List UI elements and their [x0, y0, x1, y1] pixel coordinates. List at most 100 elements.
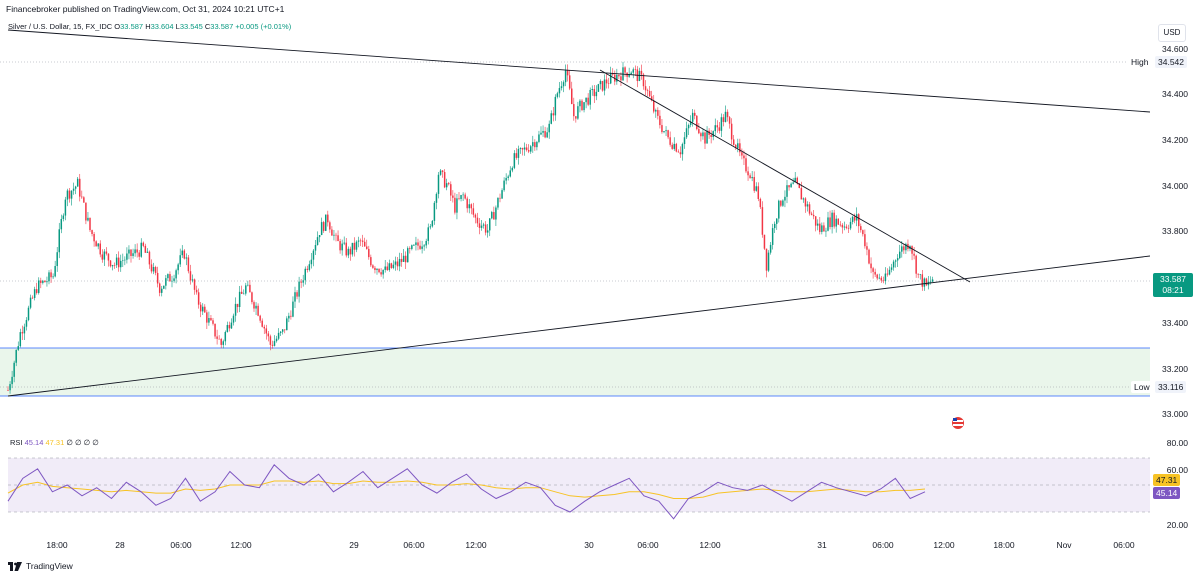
candle-body: [290, 315, 292, 317]
candle-body: [609, 73, 612, 84]
high-value: 33.604: [150, 22, 174, 31]
candle-body: [642, 74, 645, 87]
candle-body: [771, 228, 774, 245]
candle-body: [394, 261, 397, 265]
candle-body: [538, 134, 540, 142]
candle-body: [58, 229, 60, 253]
candle-body: [392, 264, 395, 268]
close-value: 33.587: [210, 22, 234, 31]
candle-body: [894, 260, 897, 262]
flag-us-canton: [953, 418, 957, 421]
candle-body: [429, 226, 432, 228]
price-badge: 33.587 08:21: [1153, 273, 1193, 297]
rsi-legend-ma: 47.31: [45, 438, 65, 447]
time-tick: 12:00: [465, 540, 487, 550]
candle-body: [765, 248, 768, 271]
candle-body: [62, 215, 65, 219]
candle-body: [17, 346, 19, 350]
time-tick: 18:00: [993, 540, 1015, 550]
candle-body: [74, 186, 77, 189]
candle-body: [206, 312, 208, 323]
symbol-title[interactable]: Silver / U.S. Dollar, 15, FX_IDC: [8, 22, 113, 31]
candle-body: [568, 75, 571, 89]
candle-body: [407, 248, 409, 263]
candle-body: [320, 222, 323, 236]
candle-body: [696, 115, 698, 130]
candle-body: [648, 90, 651, 97]
candle-body: [685, 128, 688, 138]
candle-body: [919, 274, 921, 275]
candle-body: [257, 305, 259, 316]
candle-body: [712, 131, 714, 138]
tradingview-footer[interactable]: TradingView: [8, 561, 73, 571]
candle-body: [25, 320, 28, 327]
currency-button[interactable]: USD: [1158, 24, 1186, 42]
candle-body: [616, 74, 618, 82]
candle-body: [318, 235, 321, 238]
candle-body: [52, 276, 54, 278]
candle-body: [790, 183, 792, 188]
price-tick: 33.200: [1162, 364, 1188, 374]
candle-body: [316, 237, 319, 246]
candle-body: [126, 253, 128, 260]
price-badge-value: 33.587: [1160, 274, 1186, 284]
candle-body: [706, 130, 708, 144]
rsi-line: [7, 464, 926, 520]
candle-body: [583, 102, 585, 111]
candle-body: [341, 243, 343, 251]
candle-body: [277, 332, 280, 339]
candle-body: [240, 291, 243, 294]
trendline-upper-long[interactable]: [7, 29, 1150, 113]
candle-body: [843, 226, 846, 228]
candle-body: [753, 177, 755, 191]
candle-body: [140, 242, 142, 257]
candle-body: [806, 204, 809, 207]
candle-body: [419, 245, 421, 249]
time-tick: 12:00: [230, 540, 252, 550]
candle-body: [515, 153, 518, 158]
candle-body: [749, 175, 751, 179]
candle-body: [165, 278, 167, 286]
candle-body: [124, 259, 126, 261]
candle-body: [197, 292, 200, 305]
candle-body: [482, 224, 485, 226]
trendline-descending[interactable]: [599, 69, 971, 283]
candle-body: [173, 278, 175, 281]
candle-body: [191, 279, 194, 281]
close-label: C: [204, 22, 211, 31]
candle-body: [347, 248, 350, 256]
candle-body: [42, 280, 44, 283]
candle-body: [825, 230, 827, 232]
candle-body: [763, 234, 766, 249]
candle-body: [13, 362, 15, 377]
candle-body: [691, 112, 694, 122]
time-tick: Nov: [1056, 540, 1072, 550]
candle-body: [21, 332, 24, 334]
low-tag: Low: [1131, 381, 1153, 393]
rsi-legend-value: 45.14: [24, 438, 44, 447]
candle-body: [169, 274, 171, 282]
candle-body: [345, 242, 347, 256]
candle-body: [208, 318, 210, 323]
price-tick: 34.400: [1162, 89, 1188, 99]
candle-body: [267, 333, 270, 337]
candle-body: [819, 223, 821, 232]
rsi-ma-badge: 47.31: [1153, 474, 1181, 486]
candle-body: [605, 79, 608, 84]
candle-body: [85, 202, 87, 221]
candle-body: [54, 266, 56, 277]
rsi-pane[interactable]: [0, 440, 1150, 530]
candle-body: [509, 170, 511, 177]
candle-body: [493, 212, 495, 220]
candle-body: [357, 240, 360, 242]
rsi-legend[interactable]: RSI 45.14 47.31 ∅ ∅ ∅ ∅: [10, 438, 99, 447]
rsi-tick: 20.00: [1166, 520, 1188, 530]
low-value: 33.545: [179, 22, 203, 31]
candle-body: [782, 200, 784, 206]
trendline-ascending[interactable]: [7, 255, 1150, 397]
candle-body: [183, 250, 186, 259]
candle-body: [923, 278, 926, 287]
price-chart[interactable]: [0, 0, 1150, 430]
high-value-badge: 34.542: [1155, 56, 1187, 68]
candle-body: [417, 242, 419, 246]
